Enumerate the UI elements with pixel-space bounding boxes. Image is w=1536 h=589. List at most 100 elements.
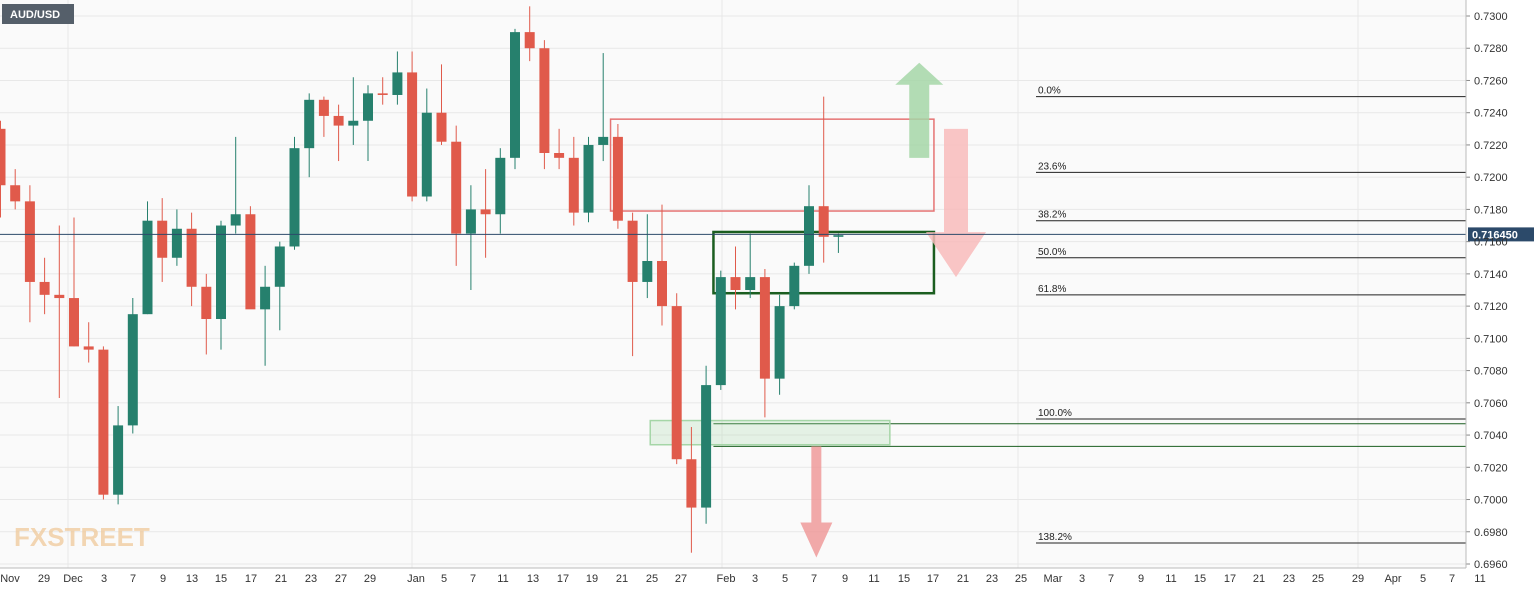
candle-body: [216, 225, 226, 320]
candle-body: [304, 99, 315, 149]
candle-body: [818, 206, 829, 237]
candle: [377, 77, 388, 105]
candle: [24, 185, 35, 323]
candle-body: [642, 260, 653, 282]
candle-body: [230, 214, 241, 226]
x-tick-label: 11: [1474, 573, 1485, 585]
candle-body: [804, 206, 814, 266]
candle: [201, 273, 212, 355]
candle-body: [83, 346, 94, 350]
current-price-label-bg: [1468, 227, 1534, 242]
candle: [260, 265, 271, 366]
candle: [98, 346, 109, 500]
x-tick-label: 29: [364, 573, 376, 585]
x-tick-label: 17: [245, 573, 257, 585]
x-tick-label: 7: [1449, 573, 1455, 585]
candle-body: [671, 306, 682, 460]
fib-label: 138.2%: [1038, 532, 1072, 543]
candle-body: [774, 306, 785, 379]
candle-body: [465, 209, 476, 234]
candle-body: [510, 32, 520, 158]
y-tick-label: 0.7020: [1474, 462, 1508, 474]
candle-body: [745, 277, 756, 290]
candle-body: [113, 425, 124, 495]
x-tick-label: 15: [1194, 573, 1206, 585]
watermark-text: FXSTREET: [14, 522, 150, 552]
candle-body: [348, 120, 359, 126]
x-tick-label: 7: [811, 573, 817, 585]
x-tick-label: 5: [1420, 573, 1426, 585]
candle-body: [142, 220, 153, 315]
x-tick-label: 23: [986, 573, 998, 585]
candle: [407, 51, 418, 202]
candle: [583, 136, 594, 223]
candle: [318, 96, 329, 137]
instrument-label: AUD/USD: [10, 9, 60, 21]
candle: [789, 262, 800, 310]
y-tick-label: 0.7160: [1474, 237, 1508, 249]
candle: [348, 77, 359, 145]
x-tick-label: 15: [215, 573, 227, 585]
fib-label: 0.0%: [1038, 86, 1061, 97]
candle: [833, 233, 844, 253]
x-tick-label: 21: [616, 573, 628, 585]
candle: [392, 51, 403, 105]
candle: [495, 148, 506, 234]
candle-body: [333, 115, 344, 126]
instrument-badge-bg: [2, 4, 74, 24]
x-tick-label: Jan: [407, 573, 425, 585]
candle: [69, 217, 79, 347]
candle-body: [715, 277, 726, 386]
candle: [274, 241, 285, 331]
x-tick-label: 23: [1283, 573, 1295, 585]
current-price-line: 0.716450: [0, 227, 1534, 242]
x-tick-label: 17: [1224, 573, 1236, 585]
fib-label: 38.2%: [1038, 210, 1066, 221]
fib-label: 23.6%: [1038, 161, 1066, 172]
candle-body: [274, 246, 285, 287]
candle: [113, 406, 124, 505]
candle: [127, 298, 138, 434]
candle-body: [436, 112, 447, 142]
support-resistance-lines: [713, 423, 1466, 447]
candle-body: [392, 72, 403, 95]
candle-body: [539, 48, 550, 154]
candle-body: [377, 93, 388, 95]
candle-body: [480, 209, 491, 215]
candle-body: [0, 128, 6, 186]
candle: [39, 257, 50, 315]
candle: [171, 209, 182, 266]
y-tick-label: 0.7300: [1474, 11, 1508, 23]
candle: [83, 322, 94, 363]
x-tick-label: Apr: [1384, 573, 1401, 585]
candle: [730, 246, 741, 310]
candle: [186, 212, 197, 307]
candle: [451, 125, 462, 266]
candle: [568, 136, 579, 226]
x-tick-label: 7: [470, 573, 476, 585]
candle: [642, 214, 653, 299]
fibonacci-levels: 0.0% 23.6% 38.2% 50.0% 61.8% 100.0% 138.2%: [1036, 86, 1466, 544]
candle-body: [686, 459, 697, 508]
candle-body: [24, 201, 35, 282]
x-tick-label: 7: [130, 573, 136, 585]
candle: [480, 169, 491, 258]
x-tick-label: 21: [957, 573, 969, 585]
candle-body: [612, 136, 623, 221]
candle: [142, 201, 153, 315]
x-tick-label: 13: [186, 573, 198, 585]
candle: [759, 269, 770, 418]
candle-body: [10, 185, 21, 202]
x-tick-label: 3: [101, 573, 107, 585]
candle-body: [407, 72, 418, 197]
light-green-support-zone: [649, 419, 891, 446]
x-tick-label: 3: [1079, 573, 1085, 585]
x-tick-label: 17: [557, 573, 569, 585]
candle-body: [98, 349, 109, 495]
candle: [539, 40, 550, 170]
candle-body: [701, 385, 712, 508]
fib-label: 100.0%: [1038, 408, 1072, 419]
x-tick-label: 13: [527, 573, 539, 585]
candle-body: [363, 93, 373, 121]
